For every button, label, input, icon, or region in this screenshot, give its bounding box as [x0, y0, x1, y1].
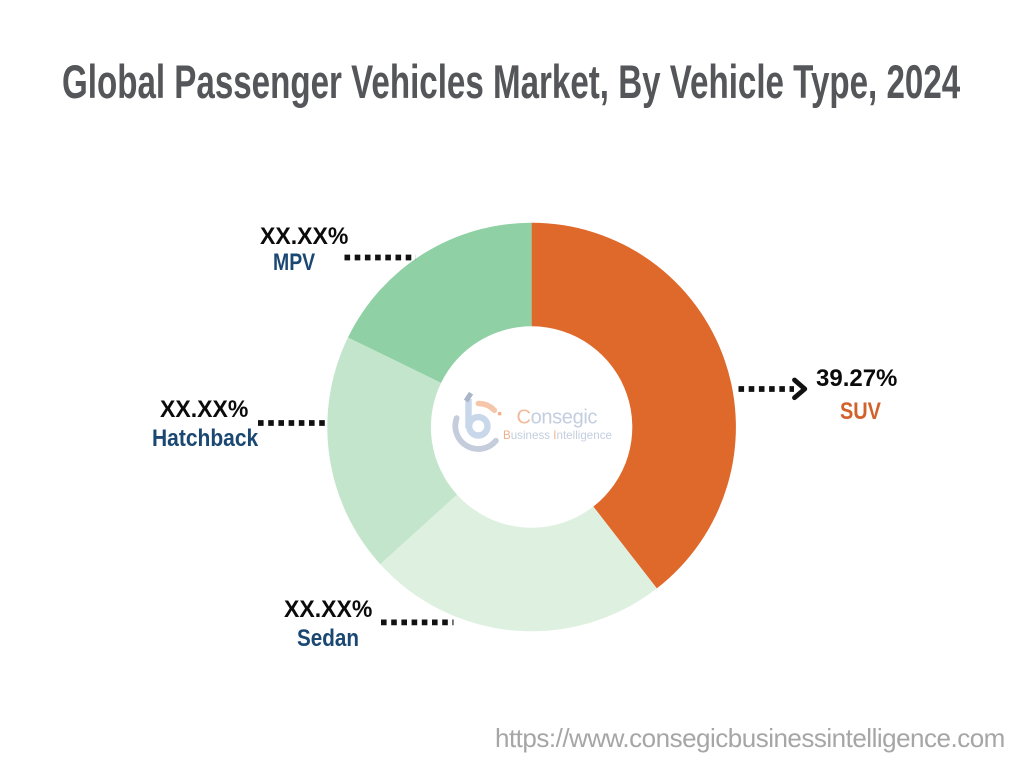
svg-text:Consegic: Consegic	[517, 407, 598, 429]
svg-text:Business Intelligence: Business Intelligence	[503, 429, 612, 442]
